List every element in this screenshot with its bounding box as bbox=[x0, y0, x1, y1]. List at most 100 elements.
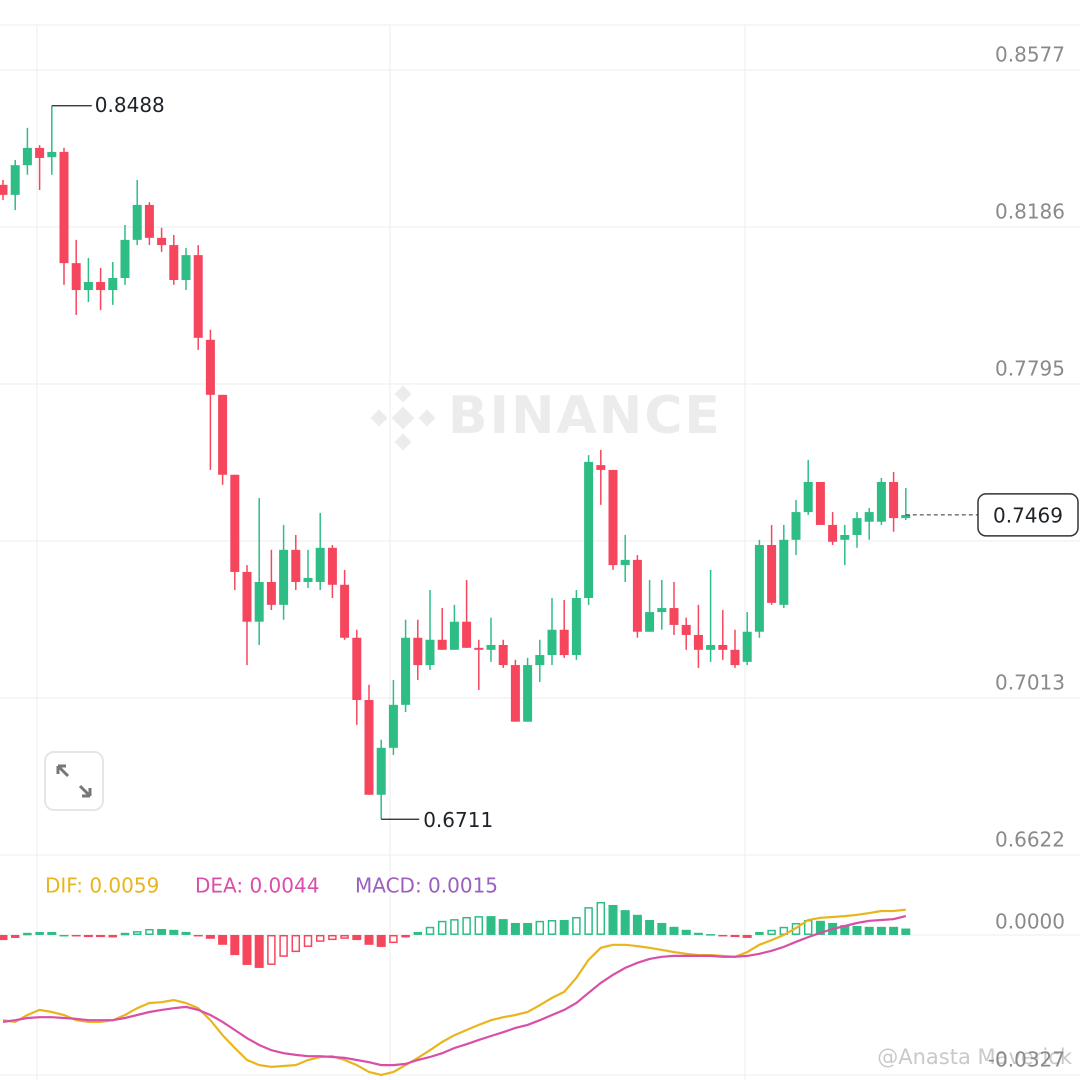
y-tick-label: -0.0327 bbox=[988, 1048, 1065, 1072]
candle-body bbox=[693, 634, 703, 650]
macd-bar bbox=[559, 919, 569, 935]
candle-body bbox=[254, 581, 264, 622]
macd-bar bbox=[876, 926, 886, 935]
candle-body bbox=[120, 239, 130, 278]
macd-bar bbox=[693, 932, 703, 935]
macd-bar bbox=[218, 934, 228, 945]
macd-bar bbox=[340, 934, 349, 939]
macd-bar bbox=[389, 934, 398, 944]
candle-body bbox=[876, 481, 886, 522]
candle-body bbox=[669, 608, 679, 625]
candle-body bbox=[303, 577, 313, 582]
macd-bar bbox=[120, 932, 130, 936]
candle-body bbox=[523, 665, 533, 722]
candle-body bbox=[620, 559, 630, 566]
candle-body bbox=[157, 237, 167, 246]
candle-body bbox=[779, 539, 789, 605]
candle-body bbox=[169, 245, 179, 281]
macd-bar bbox=[815, 920, 825, 935]
y-tick-label: 0.7795 bbox=[995, 357, 1065, 381]
candle-body bbox=[218, 394, 228, 475]
expand-button[interactable] bbox=[44, 751, 104, 811]
candle-body bbox=[0, 184, 8, 195]
candle-body bbox=[279, 549, 289, 605]
candle-body bbox=[596, 465, 606, 470]
candle-body bbox=[547, 629, 557, 656]
candle-body bbox=[413, 637, 423, 666]
macd-bar bbox=[584, 907, 593, 935]
candle-body bbox=[584, 461, 594, 599]
candle-body bbox=[59, 151, 69, 264]
macd-bar bbox=[47, 931, 57, 935]
macd-bar bbox=[35, 931, 44, 935]
macd-bar bbox=[657, 922, 667, 935]
candle-body bbox=[291, 549, 301, 582]
candle-body bbox=[437, 639, 447, 650]
macd-bar bbox=[462, 916, 471, 935]
candle-body bbox=[449, 621, 459, 650]
macd-bar bbox=[328, 934, 337, 941]
macd-bar bbox=[315, 934, 325, 942]
macd-bar bbox=[486, 916, 496, 935]
macd-bar bbox=[755, 931, 764, 935]
macd-bar bbox=[169, 929, 179, 935]
candle-body bbox=[388, 704, 398, 748]
macd-bar bbox=[535, 920, 545, 935]
candle-body bbox=[364, 700, 374, 795]
macd-bar bbox=[547, 919, 557, 935]
candle-body bbox=[205, 339, 215, 395]
candle-body bbox=[486, 644, 496, 650]
indicator-line bbox=[2, 915, 907, 1067]
y-tick-label: 0.0000 bbox=[995, 909, 1065, 933]
macd-bar bbox=[108, 934, 118, 938]
macd-bar bbox=[242, 934, 252, 965]
macd-bar bbox=[230, 934, 240, 956]
candle-body bbox=[828, 524, 838, 542]
macd-bar bbox=[437, 920, 447, 935]
candle-body bbox=[645, 612, 655, 632]
macd-bar bbox=[767, 929, 776, 935]
macd-bar bbox=[498, 919, 508, 935]
candle-body bbox=[510, 665, 520, 722]
macd-bar bbox=[145, 928, 154, 935]
candle-body bbox=[681, 624, 691, 635]
macd-bar bbox=[267, 934, 276, 965]
macd-bar bbox=[205, 934, 215, 939]
macd-bar bbox=[364, 934, 374, 945]
macd-bar bbox=[718, 934, 728, 937]
candle-body bbox=[815, 481, 825, 525]
y-tick-label: 0.8577 bbox=[995, 43, 1065, 67]
candle-body bbox=[10, 165, 20, 195]
macd-bar bbox=[193, 934, 203, 937]
last-price-box bbox=[977, 493, 1079, 537]
macd-bar bbox=[71, 934, 81, 937]
candle-body bbox=[718, 644, 728, 650]
candle-body bbox=[608, 469, 618, 566]
high-marker-label: 0.8488 bbox=[95, 93, 165, 117]
credit-watermark: @Anasta Maverick bbox=[877, 1045, 1073, 1069]
macd-bar bbox=[620, 910, 630, 935]
macd-bar bbox=[96, 934, 106, 938]
macd-bar bbox=[303, 934, 313, 947]
y-tick-label: 0.7013 bbox=[995, 671, 1065, 695]
candle-body bbox=[340, 584, 350, 638]
macd-bar bbox=[352, 934, 362, 941]
low-marker-label: 0.6711 bbox=[423, 808, 493, 832]
y-tick-label: 0.6622 bbox=[995, 828, 1065, 852]
macd-bar bbox=[132, 931, 142, 935]
legend-label: DEA: 0.0044 bbox=[195, 874, 319, 898]
candle-body bbox=[376, 747, 386, 795]
candle-body bbox=[767, 545, 777, 603]
macd-bar bbox=[596, 901, 606, 935]
macd-bar bbox=[59, 934, 69, 937]
macd-bar bbox=[401, 934, 410, 938]
candle-body bbox=[852, 518, 862, 535]
last-price-label: 0.7469 bbox=[993, 503, 1063, 527]
macd-bar bbox=[510, 922, 520, 935]
macd-bar bbox=[474, 916, 484, 935]
candle-body bbox=[803, 481, 813, 513]
candle-body bbox=[71, 263, 81, 291]
macd-bar bbox=[291, 934, 301, 953]
candle-body bbox=[352, 637, 362, 701]
